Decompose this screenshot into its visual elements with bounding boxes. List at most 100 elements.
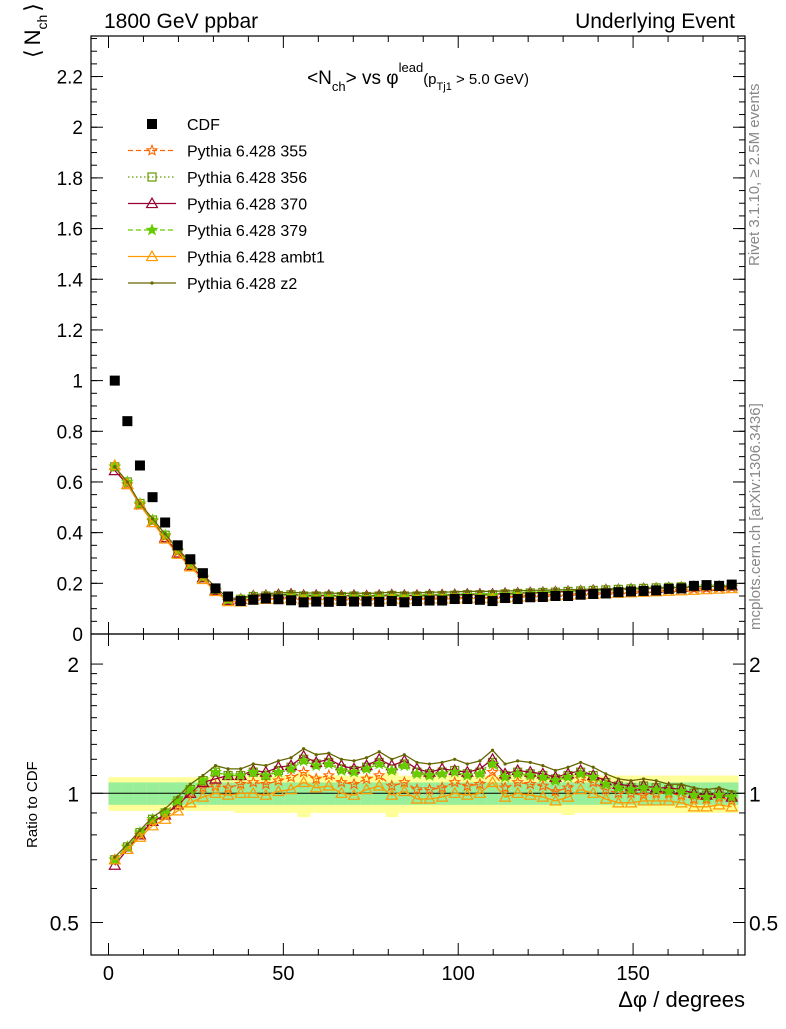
ratio-data-point — [302, 747, 306, 751]
main-data-point — [133, 498, 147, 510]
main-data-point — [462, 594, 473, 605]
main-series-line — [114, 466, 732, 600]
main-data-point — [550, 590, 561, 601]
legend-marker — [147, 172, 157, 182]
ratio-data-point — [523, 788, 537, 800]
main-data-point — [553, 588, 558, 592]
legend-marker — [150, 281, 154, 285]
ratio-data-point — [473, 767, 487, 780]
main-data-point — [688, 580, 699, 591]
main-data-point — [147, 492, 158, 503]
ratio-data-point — [460, 779, 474, 792]
ratio-data-point — [667, 782, 671, 786]
main-data-point — [613, 587, 624, 598]
legend-entry: Pythia 6.428 379 — [128, 223, 307, 240]
main-data-point — [512, 594, 523, 605]
main-data-point — [726, 579, 737, 590]
ratio-data-point — [108, 853, 122, 865]
ratio-data-point — [674, 796, 688, 808]
ratio-data-point — [612, 781, 625, 794]
ratio-data-point — [360, 762, 373, 775]
main-data-point — [311, 596, 322, 607]
ratio-data-point — [158, 812, 172, 824]
main-data-point — [427, 590, 432, 594]
ratio-data-point — [611, 796, 625, 808]
header-right: Underlying Event — [575, 10, 735, 33]
ratio-data-point — [523, 777, 537, 790]
ratio-data-point — [511, 786, 525, 798]
ratio-panel: 0.5 0.5 1 1 2 2 0 50 100 150 — [50, 633, 778, 985]
main-series — [108, 460, 739, 606]
svg-text:⟨Nch⟩: ⟨Nch⟩ — [20, 3, 50, 58]
ratio-data-point — [498, 781, 512, 794]
main-y-tick-label: 1.8 — [57, 169, 83, 190]
ratio-data-point — [423, 768, 436, 781]
ratio-data-point — [586, 786, 600, 798]
ratio-data-point — [486, 757, 499, 770]
ratio-data-point — [138, 828, 142, 832]
x-tick-label: 0 — [103, 963, 114, 985]
ratio-data-point — [239, 767, 243, 771]
ratio-data-point — [440, 760, 444, 765]
ratio-data-point — [637, 781, 650, 794]
ratio-data-point — [486, 765, 499, 778]
main-data-point — [197, 568, 208, 579]
mcplots-label: mcplots.cern.ch [arXiv:1306.3436] — [747, 403, 764, 630]
ratio-data-point — [423, 792, 436, 804]
ratio-data-point — [561, 790, 575, 802]
ratio-data-point — [284, 782, 298, 795]
ratio-data-point — [259, 788, 273, 800]
ratio-data-point — [460, 768, 474, 781]
main-data-point — [490, 589, 495, 594]
ratio-data-point — [448, 775, 462, 788]
main-data-point — [120, 477, 134, 490]
ratio-data-point — [687, 800, 701, 812]
ratio-data-point — [725, 800, 739, 812]
ratio-data-point — [523, 768, 537, 781]
ratio-data-point — [549, 773, 562, 787]
ratio-data-point — [427, 762, 432, 766]
ratio-data-point — [297, 765, 310, 778]
ratio-y-tick-label: 0.5 — [50, 912, 79, 935]
ratio-data-point — [448, 765, 462, 778]
main-series — [109, 375, 737, 608]
ratio-data-point — [402, 753, 406, 757]
ratio-data-point — [347, 788, 361, 800]
main-y-tick-label: 0.8 — [57, 422, 83, 443]
main-data-point — [260, 593, 271, 604]
ratio-data-point — [717, 786, 721, 790]
ratio-data-point — [364, 756, 369, 760]
ratio-data-point — [125, 842, 129, 847]
main-data-point — [298, 597, 309, 608]
ratio-data-point — [679, 782, 683, 786]
ratio-data-point — [347, 777, 361, 790]
ratio-data-point — [322, 768, 336, 781]
ratio-data-point — [221, 788, 235, 800]
main-data-point — [701, 580, 712, 591]
ratio-data-point — [649, 782, 663, 795]
ratio-data-point — [629, 779, 633, 783]
ratio-data-point — [649, 794, 663, 806]
ratio-data-point — [133, 830, 147, 842]
ratio-ylabel: Ratio to CDF — [24, 761, 41, 848]
legend-label: Pythia 6.428 370 — [187, 197, 307, 214]
ratio-data-point — [246, 775, 260, 788]
ratio-data-point — [176, 795, 180, 799]
ratio-data-point — [183, 796, 197, 808]
main-y-tick-label: 2 — [72, 118, 83, 139]
ratio-data-point — [410, 782, 424, 795]
main-data-point — [402, 591, 406, 595]
main-data-point — [276, 591, 281, 595]
ratio-data-point — [146, 819, 159, 831]
header-left: 1800 GeV ppbar — [104, 10, 258, 33]
ratio-data-point — [385, 779, 399, 792]
ratio-data-point — [372, 768, 386, 781]
ratio-data-point — [410, 767, 424, 780]
ratio-data-point — [221, 768, 235, 781]
ratio-data-point — [490, 748, 495, 752]
ratio-data-point — [113, 855, 117, 859]
ratio-data-point — [398, 758, 411, 772]
main-data-point — [440, 590, 444, 594]
ratio-data-point — [586, 775, 600, 788]
ratio-data-point — [536, 770, 550, 783]
